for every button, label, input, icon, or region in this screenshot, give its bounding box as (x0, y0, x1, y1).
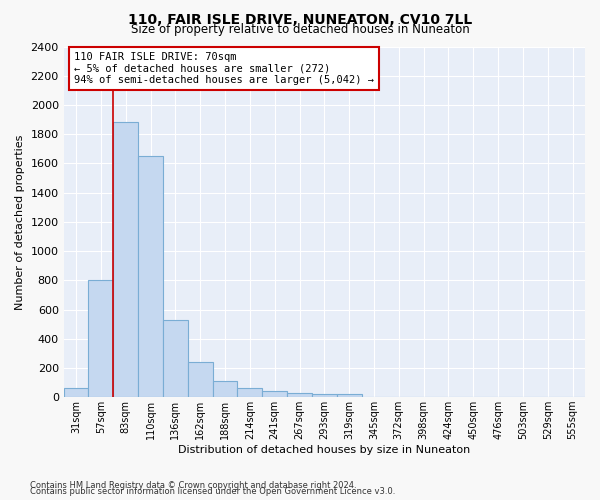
X-axis label: Distribution of detached houses by size in Nuneaton: Distribution of detached houses by size … (178, 445, 470, 455)
Text: 110 FAIR ISLE DRIVE: 70sqm
← 5% of detached houses are smaller (272)
94% of semi: 110 FAIR ISLE DRIVE: 70sqm ← 5% of detac… (74, 52, 374, 85)
Bar (212, 381, 238, 397)
Bar (188, 362, 212, 397)
Bar (88, 280, 113, 397)
Bar (113, 122, 138, 397)
Bar (64, 388, 88, 397)
Bar (238, 388, 262, 397)
Bar (163, 320, 188, 397)
Bar (287, 393, 312, 397)
Bar (312, 394, 337, 397)
Bar (138, 156, 163, 397)
Text: Contains HM Land Registry data © Crown copyright and database right 2024.: Contains HM Land Registry data © Crown c… (30, 481, 356, 490)
Text: Size of property relative to detached houses in Nuneaton: Size of property relative to detached ho… (131, 22, 469, 36)
Bar (337, 394, 362, 397)
Bar (262, 390, 287, 397)
Text: 110, FAIR ISLE DRIVE, NUNEATON, CV10 7LL: 110, FAIR ISLE DRIVE, NUNEATON, CV10 7LL (128, 12, 472, 26)
Y-axis label: Number of detached properties: Number of detached properties (15, 134, 25, 310)
Text: Contains public sector information licensed under the Open Government Licence v3: Contains public sector information licen… (30, 487, 395, 496)
